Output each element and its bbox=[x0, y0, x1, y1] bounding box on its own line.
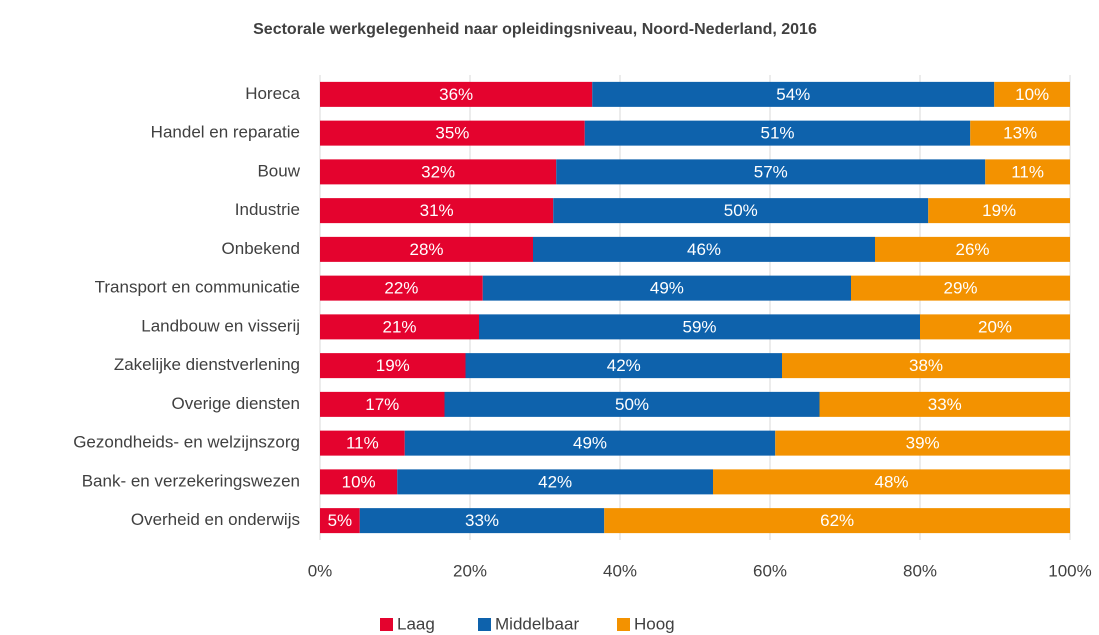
data-label: 54% bbox=[776, 85, 810, 104]
y-tick-label: Landbouw en visserij bbox=[141, 316, 300, 335]
bar-segment bbox=[320, 275, 483, 301]
bar-segment bbox=[444, 391, 820, 417]
data-label: 32% bbox=[421, 162, 455, 181]
bar-segment bbox=[553, 198, 929, 224]
data-label: 48% bbox=[874, 472, 908, 491]
data-label: 28% bbox=[409, 240, 443, 259]
bar-segment bbox=[533, 236, 875, 262]
bar-segment bbox=[465, 353, 782, 379]
data-label: 13% bbox=[1003, 124, 1037, 143]
bar-segment bbox=[920, 314, 1070, 340]
bar-segment bbox=[320, 314, 479, 340]
bar-segment bbox=[782, 353, 1070, 379]
y-tick-label: Onbekend bbox=[222, 239, 300, 258]
bar-segment bbox=[970, 120, 1070, 146]
data-label: 59% bbox=[682, 317, 716, 336]
y-tick-label: Zakelijke dienstverlening bbox=[114, 355, 300, 374]
data-label: 11% bbox=[346, 434, 379, 453]
bar-segment bbox=[985, 159, 1070, 185]
bar-segment bbox=[320, 508, 360, 534]
y-tick-label: Bouw bbox=[257, 161, 300, 180]
bar-segment bbox=[928, 198, 1070, 224]
bar-segment bbox=[320, 81, 593, 107]
data-label: 29% bbox=[943, 279, 977, 298]
chart-title: Sectorale werkgelegenheid naar opleiding… bbox=[253, 21, 817, 38]
data-label: 51% bbox=[760, 124, 794, 143]
y-tick-label: Industrie bbox=[235, 200, 300, 219]
legend-swatch bbox=[478, 618, 491, 631]
bar-segment bbox=[479, 314, 920, 340]
x-tick-label: 80% bbox=[903, 561, 937, 580]
data-label: 49% bbox=[650, 279, 684, 298]
data-label: 19% bbox=[376, 356, 410, 375]
bar-segment bbox=[482, 275, 851, 301]
bar-segment bbox=[875, 236, 1070, 262]
bar-segment bbox=[320, 430, 405, 456]
y-tick-label: Bank- en verzekeringswezen bbox=[82, 471, 300, 490]
bar-segment bbox=[994, 81, 1070, 107]
data-label: 33% bbox=[928, 395, 962, 414]
bar-segment bbox=[851, 275, 1070, 301]
y-tick-label: Transport en communicatie bbox=[95, 278, 300, 297]
data-label: 22% bbox=[384, 279, 418, 298]
x-tick-label: 60% bbox=[753, 561, 787, 580]
bar-segment bbox=[320, 469, 398, 495]
data-label: 50% bbox=[724, 201, 758, 220]
data-label: 62% bbox=[820, 511, 854, 530]
y-tick-label: Gezondheids- en welzijnszorg bbox=[73, 433, 300, 452]
bar-segment bbox=[592, 81, 995, 107]
bar-segment bbox=[819, 391, 1070, 417]
legend-label: Laag bbox=[397, 614, 435, 633]
data-label: 21% bbox=[382, 317, 416, 336]
data-label: 36% bbox=[439, 85, 473, 104]
bar-segment bbox=[320, 120, 585, 146]
legend-label: Middelbaar bbox=[495, 614, 579, 633]
data-label: 26% bbox=[955, 240, 989, 259]
legend-swatch bbox=[617, 618, 630, 631]
bar-segment bbox=[556, 159, 986, 185]
x-tick-label: 40% bbox=[603, 561, 637, 580]
data-label: 50% bbox=[615, 395, 649, 414]
data-label: 10% bbox=[342, 472, 376, 491]
data-label: 11% bbox=[1011, 162, 1044, 181]
data-label: 31% bbox=[420, 201, 454, 220]
bar-segment bbox=[397, 469, 713, 495]
y-tick-label: Overheid en onderwijs bbox=[131, 510, 300, 529]
data-label: 10% bbox=[1015, 85, 1049, 104]
data-label: 42% bbox=[607, 356, 641, 375]
legend-label: Hoog bbox=[634, 614, 675, 633]
y-tick-label: Horeca bbox=[245, 84, 300, 103]
data-label: 38% bbox=[909, 356, 943, 375]
bar-segment bbox=[775, 430, 1070, 456]
bar-segment bbox=[713, 469, 1070, 495]
data-label: 42% bbox=[538, 472, 572, 491]
data-label: 19% bbox=[982, 201, 1016, 220]
bar-segment bbox=[404, 430, 776, 456]
bar-segment bbox=[584, 120, 971, 146]
bar-segment bbox=[320, 236, 533, 262]
y-tick-label: Overige diensten bbox=[171, 394, 300, 413]
data-label: 46% bbox=[687, 240, 721, 259]
bar-segment bbox=[320, 198, 554, 224]
data-label: 35% bbox=[435, 124, 469, 143]
bar-segment bbox=[320, 353, 466, 379]
x-tick-label: 20% bbox=[453, 561, 487, 580]
bar-segment bbox=[604, 508, 1070, 534]
bar-segment bbox=[359, 508, 605, 534]
bar-segment bbox=[320, 159, 557, 185]
bar-segment bbox=[320, 391, 445, 417]
data-label: 20% bbox=[978, 317, 1012, 336]
x-tick-label: 100% bbox=[1048, 561, 1091, 580]
data-label: 17% bbox=[365, 395, 399, 414]
legend-swatch bbox=[380, 618, 393, 631]
x-tick-label: 0% bbox=[308, 561, 333, 580]
data-label: 49% bbox=[573, 434, 607, 453]
data-label: 57% bbox=[754, 162, 788, 181]
y-tick-label: Handel en reparatie bbox=[151, 123, 300, 142]
data-label: 39% bbox=[906, 434, 940, 453]
data-label: 5% bbox=[328, 511, 353, 530]
data-label: 33% bbox=[465, 511, 499, 530]
